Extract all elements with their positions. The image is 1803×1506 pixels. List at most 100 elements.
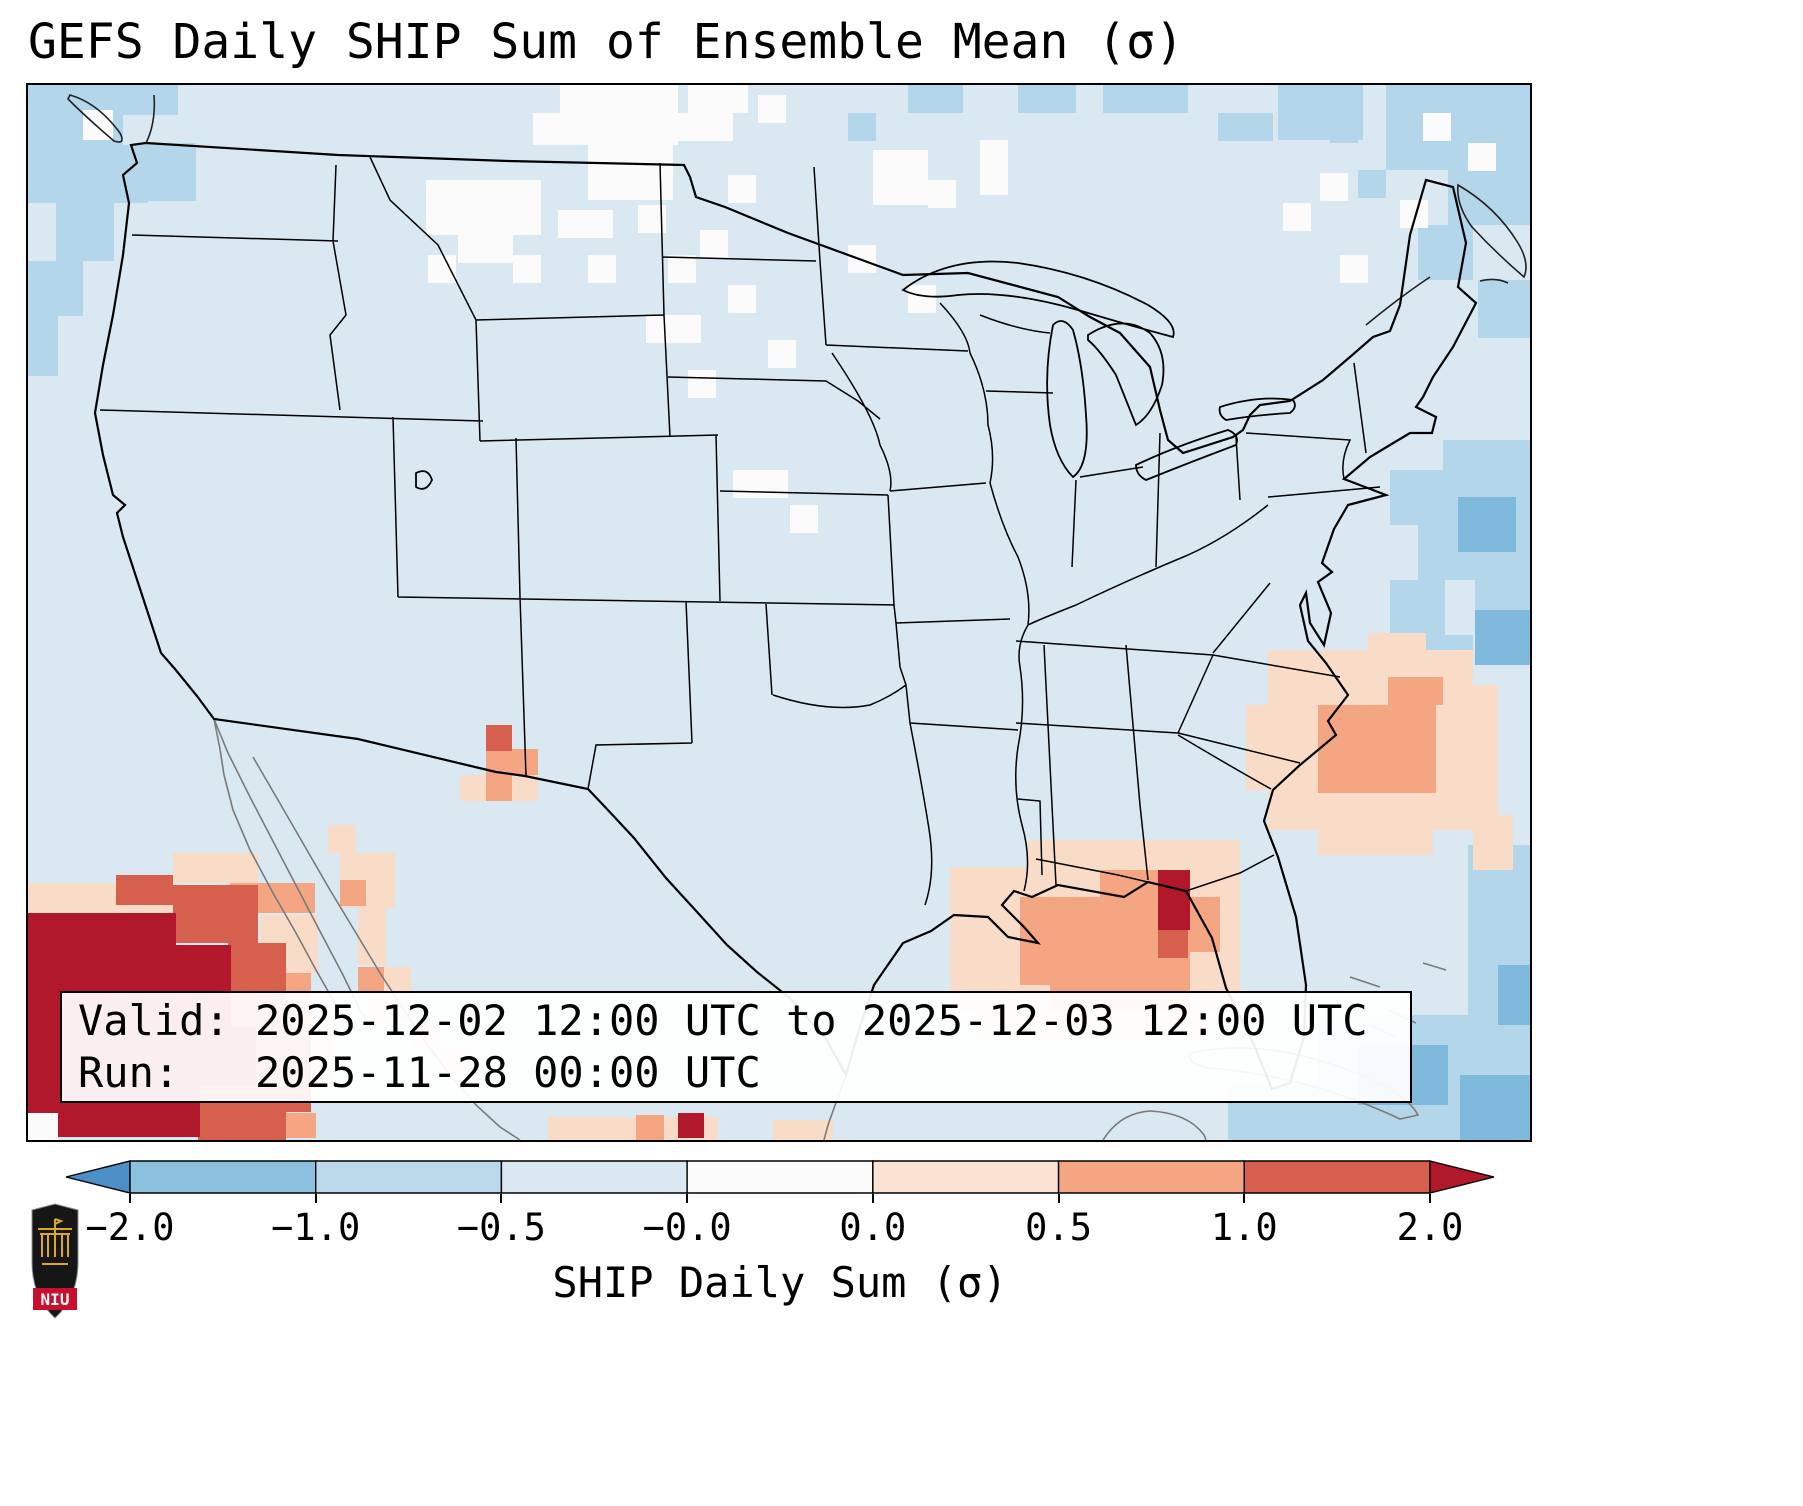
grid-cell: [358, 967, 384, 993]
grid-cell: [1460, 1075, 1530, 1140]
colorbar: [65, 1160, 1495, 1194]
grid-cell: [873, 150, 928, 205]
grid-cell: [1388, 677, 1443, 705]
colorbar-tick-label: 1.0: [1210, 1206, 1278, 1249]
colorbar-tick-label: −0.0: [642, 1206, 732, 1249]
grid-cell: [173, 885, 258, 943]
grid-cells-layer: [28, 85, 1530, 1140]
grid-cell: [533, 113, 561, 145]
grid-cell: [980, 140, 1008, 195]
colorbar-segment: [1429, 1160, 1495, 1194]
grid-cell: [758, 95, 786, 123]
grid-cell: [1448, 170, 1530, 225]
figure-title: GEFS Daily SHIP Sum of Ensemble Mean (σ): [28, 14, 1184, 70]
grid-cell: [1103, 85, 1188, 113]
grid-cell: [358, 907, 386, 965]
grid-cell: [700, 230, 728, 258]
valid-time-text: Valid: 2025-12-02 12:00 UTC to 2025-12-0…: [78, 996, 1368, 1045]
grid-cell: [428, 255, 456, 283]
grid-cell: [1448, 685, 1498, 815]
colorbar-tick-label: 0.0: [839, 1206, 907, 1249]
grid-cell: [512, 749, 538, 775]
grid-cell: [773, 1120, 833, 1140]
grid-cell: [1386, 85, 1530, 170]
grid-cell: [1320, 173, 1348, 201]
grid-cell: [558, 210, 613, 238]
grid-cell: [560, 85, 678, 145]
grid-cell: [588, 145, 673, 200]
grid-cell: [1340, 255, 1368, 283]
grid-cell: [173, 853, 258, 883]
niu-castle-icon: [38, 1218, 72, 1265]
grid-cell: [1318, 705, 1436, 793]
grid-cell: [728, 175, 756, 203]
grid-cell: [646, 315, 701, 343]
grid-cell: [790, 505, 818, 533]
grid-cell: [1330, 115, 1358, 143]
colorbar-segment: [686, 1160, 874, 1194]
colorbar-segment: [65, 1160, 131, 1194]
map-panel: Valid: 2025-12-02 12:00 UTC to 2025-12-0…: [26, 83, 1532, 1142]
grid-cell: [486, 749, 512, 801]
grid-cell: [340, 880, 366, 906]
grid-cell: [1400, 200, 1428, 228]
grid-cell: [1498, 965, 1530, 1025]
grid-cell: [83, 110, 113, 140]
grid-cell: [908, 285, 936, 313]
grid-cell: [908, 85, 963, 113]
grid-cell: [328, 825, 356, 853]
grid-cell: [1475, 610, 1530, 665]
colorbar-segment: [1243, 1160, 1431, 1194]
grid-cell: [848, 245, 876, 273]
grid-cell: [928, 180, 956, 208]
grid-cell: [1418, 225, 1473, 280]
colorbar-tick-label: −1.0: [271, 1206, 361, 1249]
grid-cell: [678, 113, 733, 141]
niu-logo: NIU: [31, 1203, 79, 1319]
run-time-text: Run: 2025-11-28 00:00 UTC: [78, 1048, 761, 1097]
grid-cell: [848, 113, 876, 141]
info-box: Valid: 2025-12-02 12:00 UTC to 2025-12-0…: [60, 991, 1412, 1103]
grid-cell: [1468, 143, 1496, 171]
colorbar-segment: [1057, 1160, 1245, 1194]
grid-cell: [688, 370, 716, 398]
grid-cell: [28, 316, 58, 376]
grid-cell: [668, 255, 696, 283]
grid-cell: [688, 85, 748, 113]
grid-cell: [1283, 203, 1311, 231]
grid-cell: [1028, 840, 1198, 868]
grid-cell: [1368, 633, 1426, 661]
grid-cell: [768, 340, 796, 368]
grid-cell: [1358, 170, 1386, 198]
grid-cell: [728, 285, 756, 313]
grid-cell: [512, 775, 538, 801]
grid-cell: [588, 255, 616, 283]
colorbar-segment: [129, 1160, 317, 1194]
grid-cell: [1246, 705, 1274, 790]
grid-cell: [56, 203, 114, 261]
grid-cell: [1158, 930, 1188, 958]
colorbar-tick-label: −0.5: [456, 1206, 546, 1249]
colorbar-segment: [500, 1160, 688, 1194]
grid-cell: [1478, 280, 1530, 338]
grid-cell: [638, 205, 666, 233]
grid-cell: [28, 1113, 58, 1140]
grid-cell: [1318, 827, 1433, 855]
colorbar-label: SHIP Daily Sum (σ): [552, 1258, 1008, 1307]
colorbar-tick-label: 2.0: [1396, 1206, 1464, 1249]
grid-cell: [458, 235, 513, 263]
grid-cell: [146, 143, 196, 201]
grid-cell: [733, 470, 788, 498]
grid-cell: [1218, 113, 1273, 141]
grid-cell: [123, 85, 178, 115]
grid-cell: [1390, 580, 1445, 635]
colorbar-segment: [872, 1160, 1060, 1194]
grid-cell: [1458, 497, 1516, 552]
grid-cell: [678, 1113, 704, 1138]
grid-cell: [28, 261, 83, 316]
grid-cell: [1190, 897, 1220, 952]
grid-cell: [636, 1115, 664, 1140]
grid-cell: [426, 180, 541, 235]
colorbar-segment: [315, 1160, 503, 1194]
